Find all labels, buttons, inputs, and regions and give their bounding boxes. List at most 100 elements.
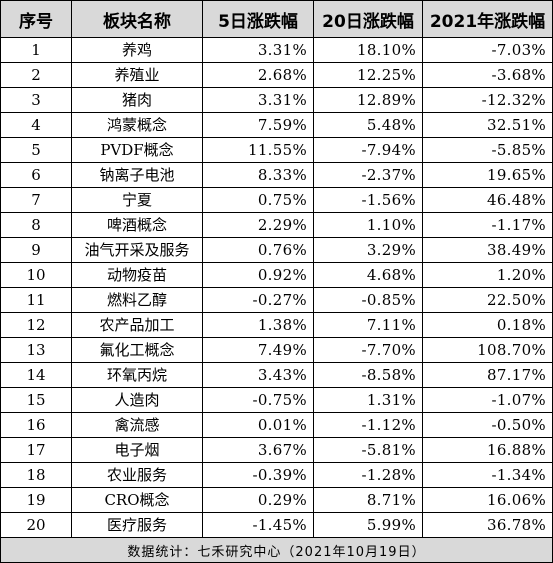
table-row: 18 农业服务 -0.39% -1.28% -1.34%	[0, 462, 553, 488]
row-index: 2	[0, 62, 72, 88]
change-2021: 22.50%	[422, 287, 553, 313]
change-5day: 3.31%	[202, 87, 314, 113]
row-index: 17	[0, 437, 72, 463]
row-index: 10	[0, 262, 72, 288]
sector-name: CRO概念	[71, 487, 203, 513]
change-5day: 8.33%	[202, 162, 314, 188]
row-index: 5	[0, 137, 72, 163]
sector-name: 人造肉	[71, 387, 203, 413]
row-index: 3	[0, 87, 72, 113]
change-20day: -7.70%	[313, 337, 423, 363]
change-20day: 1.31%	[313, 387, 423, 413]
table-body: 1 养鸡 3.31% 18.10% -7.03% 2 养殖业 2.68% 12.25% -3.68…	[0, 37, 553, 538]
footer-row: 数据统计：七禾研究中心（2021年10月19日）	[0, 537, 553, 563]
change-20day: -2.37%	[313, 162, 423, 188]
change-20day: 4.68%	[313, 262, 423, 288]
sector-name: 猪肉	[71, 87, 203, 113]
sector-name: 农产品加工	[71, 312, 203, 338]
change-20day: 12.25%	[313, 62, 423, 88]
row-index: 9	[0, 237, 72, 263]
table-row: 12 农产品加工 1.38% 7.11% 0.18%	[0, 312, 553, 338]
row-index: 19	[0, 487, 72, 513]
change-2021: 16.06%	[422, 487, 553, 513]
change-5day: -0.27%	[202, 287, 314, 313]
table-row: 7 宁夏 0.75% -1.56% 46.48%	[0, 187, 553, 213]
table-row: 17 电子烟 3.67% -5.81% 16.88%	[0, 437, 553, 463]
change-20day: 12.89%	[313, 87, 423, 113]
table-row: 1 养鸡 3.31% 18.10% -7.03%	[0, 37, 553, 63]
table-row: 5 PVDF概念 11.55% -7.94% -5.85%	[0, 137, 553, 163]
change-2021: 108.70%	[422, 337, 553, 363]
table-row: 14 环氧丙烷 3.43% -8.58% 87.17%	[0, 362, 553, 388]
header-2021-change: 2021年涨跌幅	[422, 0, 553, 38]
change-20day: -7.94%	[313, 137, 423, 163]
row-index: 1	[0, 37, 72, 63]
sector-name: 医疗服务	[71, 512, 203, 538]
change-20day: 7.11%	[313, 312, 423, 338]
row-index: 14	[0, 362, 72, 388]
row-index: 20	[0, 512, 72, 538]
change-5day: -1.45%	[202, 512, 314, 538]
table-row: 9 油气开采及服务 0.76% 3.29% 38.49%	[0, 237, 553, 263]
table-row: 20 医疗服务 -1.45% 5.99% 36.78%	[0, 512, 553, 538]
change-5day: 0.92%	[202, 262, 314, 288]
row-index: 6	[0, 162, 72, 188]
header-5day-change: 5日涨跌幅	[202, 0, 314, 38]
table-row: 4 鸿蒙概念 7.59% 5.48% 32.51%	[0, 112, 553, 138]
change-20day: -1.12%	[313, 412, 423, 438]
change-2021: -1.17%	[422, 212, 553, 238]
sector-name: 鸿蒙概念	[71, 112, 203, 138]
change-2021: 32.51%	[422, 112, 553, 138]
change-2021: 46.48%	[422, 187, 553, 213]
change-2021: -0.50%	[422, 412, 553, 438]
row-index: 8	[0, 212, 72, 238]
change-5day: 1.38%	[202, 312, 314, 338]
sector-name: 养殖业	[71, 62, 203, 88]
sector-name: 钠离子电池	[71, 162, 203, 188]
sector-name: 动物疫苗	[71, 262, 203, 288]
change-20day: -8.58%	[313, 362, 423, 388]
sector-name: 油气开采及服务	[71, 237, 203, 263]
sector-name: 农业服务	[71, 462, 203, 488]
header-20day-change: 20日涨跌幅	[313, 0, 423, 38]
sector-name: 养鸡	[71, 37, 203, 63]
sector-name: 环氧丙烷	[71, 362, 203, 388]
table-row: 3 猪肉 3.31% 12.89% -12.32%	[0, 87, 553, 113]
change-5day: 0.01%	[202, 412, 314, 438]
row-index: 13	[0, 337, 72, 363]
sector-name: 禽流感	[71, 412, 203, 438]
change-5day: 3.67%	[202, 437, 314, 463]
change-2021: -7.03%	[422, 37, 553, 63]
sector-name: 燃料乙醇	[71, 287, 203, 313]
change-5day: -0.39%	[202, 462, 314, 488]
change-5day: 11.55%	[202, 137, 314, 163]
row-index: 12	[0, 312, 72, 338]
change-2021: -1.07%	[422, 387, 553, 413]
table-row: 10 动物疫苗 0.92% 4.68% 1.20%	[0, 262, 553, 288]
change-20day: -1.56%	[313, 187, 423, 213]
change-2021: -3.68%	[422, 62, 553, 88]
row-index: 11	[0, 287, 72, 313]
row-index: 15	[0, 387, 72, 413]
sector-name: 宁夏	[71, 187, 203, 213]
change-5day: -0.75%	[202, 387, 314, 413]
change-2021: 38.49%	[422, 237, 553, 263]
change-2021: 36.78%	[422, 512, 553, 538]
table-row: 19 CRO概念 0.29% 8.71% 16.06%	[0, 487, 553, 513]
change-5day: 0.29%	[202, 487, 314, 513]
table-row: 6 钠离子电池 8.33% -2.37% 19.65%	[0, 162, 553, 188]
data-source-note: 数据统计：七禾研究中心（2021年10月19日）	[0, 537, 553, 563]
change-2021: -1.34%	[422, 462, 553, 488]
header-index: 序号	[0, 0, 72, 38]
table-row: 2 养殖业 2.68% 12.25% -3.68%	[0, 62, 553, 88]
change-20day: 18.10%	[313, 37, 423, 63]
sector-name: 氟化工概念	[71, 337, 203, 363]
change-5day: 2.68%	[202, 62, 314, 88]
change-20day: 5.99%	[313, 512, 423, 538]
change-2021: 1.20%	[422, 262, 553, 288]
header-sector-name: 板块名称	[71, 0, 203, 38]
header-row: 序号 板块名称 5日涨跌幅 20日涨跌幅 2021年涨跌幅	[0, 0, 553, 38]
table-row: 16 禽流感 0.01% -1.12% -0.50%	[0, 412, 553, 438]
change-2021: -5.85%	[422, 137, 553, 163]
